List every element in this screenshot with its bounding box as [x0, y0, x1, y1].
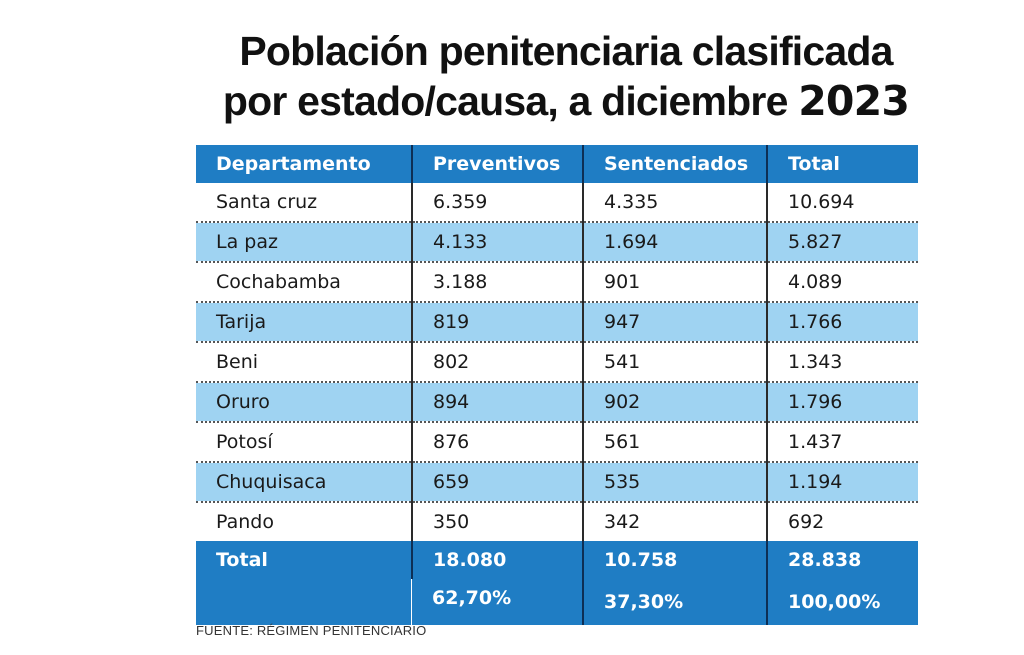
total-cell: 1.796 [766, 382, 918, 423]
departamento-cell: La paz [196, 222, 412, 263]
total-cell: 1.343 [766, 342, 918, 383]
sentenciados-cell: 561 [582, 422, 767, 463]
table-row: Oruro 894 902 1.796 [196, 382, 918, 423]
departamento-cell: Cochabamba [196, 262, 412, 303]
sentenciados-cell: 901 [582, 262, 767, 303]
data-table-container: Departamento Preventivos Sentenciados Total… [196, 145, 918, 625]
sentenciados-cell: 535 [582, 462, 767, 503]
sentenciados-cell: 1.694 [582, 222, 767, 263]
departamento-cell: Oruro [196, 382, 412, 423]
table-row: La paz 4.133 1.694 5.827 [196, 222, 918, 263]
percentages-row: 62,70% 37,30% 100,00% [196, 579, 918, 625]
departamento-cell: Pando [196, 502, 412, 541]
sentenciados-cell: 902 [582, 382, 767, 423]
title-year: 2023 [798, 77, 910, 125]
preventivos-cell: 350 [411, 502, 583, 541]
departamento-cell: Chuquisaca [196, 462, 412, 503]
departamento-cell: Potosí [196, 422, 412, 463]
table-row: Tarija 819 947 1.766 [196, 302, 918, 343]
column-header: Departamento [196, 145, 412, 183]
chart-title: Población penitenciaria clasificada por … [196, 26, 936, 126]
total-cell: 4.089 [766, 262, 918, 303]
preventivos-cell: 802 [411, 342, 583, 383]
departamento-cell: Tarija [196, 302, 412, 343]
table-body: Santa cruz 6.359 4.335 10.694 La paz 4.133 1.6… [196, 183, 918, 541]
sentenciados-cell: 342 [582, 502, 767, 541]
total-cell: 1.766 [766, 302, 918, 343]
total-cell: 692 [766, 502, 918, 541]
column-header: Sentenciados [582, 145, 767, 183]
total-total-cell: 28.838 [766, 541, 918, 579]
sentenciados-cell: 541 [582, 342, 767, 383]
totals-row: Total 18.080 10.758 28.838 [196, 541, 918, 625]
table-row: Pando 350 342 692 [196, 502, 918, 541]
table-row: Cochabamba 3.188 901 4.089 [196, 262, 918, 303]
pct-total-cell: 100,00% [766, 579, 918, 625]
source-note: FUENTE: RÉGIMEN PENITENCIARIO [196, 623, 427, 638]
table-row: Santa cruz 6.359 4.335 10.694 [196, 183, 918, 223]
title-line-2: por estado/causa, a diciembre 2023 [196, 76, 936, 126]
total-cell: 5.827 [766, 222, 918, 263]
total-cell: 10.694 [766, 183, 918, 223]
table-row: Beni 802 541 1.343 [196, 342, 918, 383]
pct-preventivos-cell: 62,70% [412, 579, 583, 625]
total-cell: 1.194 [766, 462, 918, 503]
column-header: Total [766, 145, 918, 183]
table-header-row: Departamento Preventivos Sentenciados Total [196, 145, 918, 183]
preventivos-cell: 4.133 [411, 222, 583, 263]
table-row: Chuquisaca 659 535 1.194 [196, 462, 918, 503]
total-label-cell: Total [196, 541, 412, 625]
preventivos-cell: 876 [411, 422, 583, 463]
sentenciados-cell: 947 [582, 302, 767, 343]
sentenciados-cell: 4.335 [582, 183, 767, 223]
preventivos-cell: 894 [411, 382, 583, 423]
title-line-2-text: por estado/causa, a diciembre [222, 78, 799, 124]
pct-sentenciados-cell: 37,30% [582, 579, 767, 625]
table-row: Potosí 876 561 1.437 [196, 422, 918, 463]
data-table: Departamento Preventivos Sentenciados Total… [196, 145, 918, 625]
preventivos-cell: 6.359 [411, 183, 583, 223]
total-sentenciados-cell: 10.758 [582, 541, 767, 579]
total-cell: 1.437 [766, 422, 918, 463]
title-line-1: Población penitenciaria clasificada [239, 28, 893, 74]
preventivos-cell: 3.188 [411, 262, 583, 303]
departamento-cell: Beni [196, 342, 412, 383]
table-footer: Total 18.080 10.758 28.838 62,70% 37,30%… [196, 541, 918, 625]
preventivos-cell: 659 [411, 462, 583, 503]
total-preventivos-cell: 18.080 [411, 541, 583, 579]
departamento-cell: Santa cruz [196, 183, 412, 223]
preventivos-cell: 819 [411, 302, 583, 343]
column-header: Preventivos [411, 145, 583, 183]
